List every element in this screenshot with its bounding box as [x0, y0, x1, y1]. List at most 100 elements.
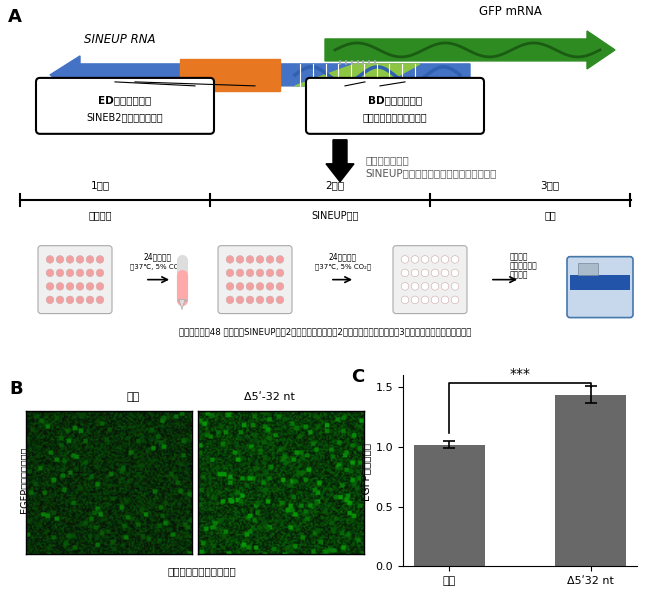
Circle shape	[96, 256, 104, 263]
Text: SINEB2のドメイン解析: SINEB2のドメイン解析	[86, 112, 163, 122]
Circle shape	[46, 256, 54, 263]
Circle shape	[421, 269, 429, 277]
Circle shape	[236, 269, 244, 277]
Circle shape	[56, 269, 64, 277]
Circle shape	[246, 296, 254, 303]
Text: システム: システム	[510, 271, 528, 280]
Text: １回の実験で48 個の導入SINEUPを、2時間で評価できる。2週間かかっていた検出を3日に短縮することができた。: １回の実験で48 個の導入SINEUPを、2時間で評価できる。2週間かかっていた…	[179, 327, 471, 336]
Circle shape	[46, 296, 54, 303]
Circle shape	[441, 283, 448, 290]
Circle shape	[451, 296, 459, 303]
Circle shape	[46, 269, 54, 277]
Bar	[413, 445, 484, 566]
Circle shape	[66, 269, 74, 277]
FancyBboxPatch shape	[306, 78, 484, 134]
Text: Δ5ʹ-32 nt: Δ5ʹ-32 nt	[244, 392, 295, 402]
Text: イメージング: イメージング	[510, 262, 538, 271]
Circle shape	[236, 296, 244, 303]
Circle shape	[266, 256, 274, 263]
Circle shape	[266, 296, 274, 303]
Circle shape	[411, 256, 419, 263]
Bar	[556, 395, 627, 566]
Circle shape	[56, 296, 64, 303]
Circle shape	[226, 283, 234, 290]
Text: C: C	[352, 368, 365, 386]
FancyBboxPatch shape	[36, 78, 214, 134]
Circle shape	[66, 283, 74, 290]
Circle shape	[401, 256, 409, 263]
Text: 測定: 測定	[544, 210, 556, 220]
Circle shape	[56, 256, 64, 263]
Circle shape	[266, 283, 274, 290]
Polygon shape	[179, 300, 185, 309]
Circle shape	[421, 283, 429, 290]
Bar	[570, 275, 630, 290]
Text: 24時間培養: 24時間培養	[144, 253, 172, 262]
Circle shape	[66, 256, 74, 263]
Text: BD（結合領域）: BD（結合領域）	[368, 95, 422, 105]
Circle shape	[246, 283, 254, 290]
Circle shape	[96, 296, 104, 303]
Circle shape	[86, 269, 94, 277]
Circle shape	[46, 283, 54, 290]
Circle shape	[421, 296, 429, 303]
FancyBboxPatch shape	[38, 246, 112, 313]
Text: 対照: 対照	[127, 392, 140, 402]
Circle shape	[276, 256, 284, 263]
Text: SINEUPスクリーニングプロトコルで解析: SINEUPスクリーニングプロトコルで解析	[365, 168, 497, 178]
Circle shape	[76, 256, 84, 263]
Circle shape	[401, 283, 409, 290]
Circle shape	[431, 269, 439, 277]
Text: A: A	[8, 8, 22, 26]
Text: 24時間培養: 24時間培養	[329, 253, 357, 262]
Circle shape	[451, 256, 459, 263]
FancyArrow shape	[325, 31, 615, 69]
Circle shape	[246, 269, 254, 277]
Circle shape	[441, 256, 448, 263]
Circle shape	[411, 269, 419, 277]
Circle shape	[226, 296, 234, 303]
Circle shape	[236, 283, 244, 290]
Circle shape	[86, 296, 94, 303]
Circle shape	[66, 296, 74, 303]
Circle shape	[431, 256, 439, 263]
Text: （37℃, 5% CO₂）: （37℃, 5% CO₂）	[130, 263, 186, 269]
Text: ED（機能領域）: ED（機能領域）	[98, 95, 151, 105]
Circle shape	[401, 269, 409, 277]
Y-axis label: EGFP荧光の強さ: EGFP荧光の強さ	[360, 442, 370, 500]
Bar	[578, 263, 598, 275]
Circle shape	[256, 256, 264, 263]
Circle shape	[266, 269, 274, 277]
FancyArrow shape	[326, 140, 354, 182]
Circle shape	[411, 296, 419, 303]
Bar	[180, 59, 280, 91]
Circle shape	[236, 256, 244, 263]
Circle shape	[96, 283, 104, 290]
Text: ***: ***	[510, 368, 530, 381]
Circle shape	[256, 269, 264, 277]
Circle shape	[226, 256, 234, 263]
Circle shape	[76, 296, 84, 303]
Circle shape	[76, 283, 84, 290]
Circle shape	[431, 283, 439, 290]
FancyBboxPatch shape	[393, 246, 467, 313]
Text: （同じ幅の視野で観察）: （同じ幅の視野で観察）	[167, 566, 236, 576]
Circle shape	[411, 283, 419, 290]
Circle shape	[226, 269, 234, 277]
Circle shape	[246, 256, 254, 263]
Circle shape	[256, 296, 264, 303]
Circle shape	[276, 296, 284, 303]
Text: SINEUP導入: SINEUP導入	[311, 210, 359, 220]
Text: 最適アンチセンスの解析: 最適アンチセンスの解析	[363, 112, 427, 122]
Circle shape	[96, 269, 104, 277]
Circle shape	[401, 296, 409, 303]
Text: 3日目: 3日目	[540, 180, 560, 190]
FancyBboxPatch shape	[218, 246, 292, 313]
Text: 高スループット: 高スループット	[365, 155, 409, 164]
FancyBboxPatch shape	[567, 257, 633, 318]
Text: 1日目: 1日目	[90, 180, 110, 190]
Circle shape	[441, 269, 448, 277]
Text: GFP mRNA: GFP mRNA	[478, 5, 541, 18]
Circle shape	[86, 256, 94, 263]
Text: 細胞準備: 細胞準備	[88, 210, 112, 220]
